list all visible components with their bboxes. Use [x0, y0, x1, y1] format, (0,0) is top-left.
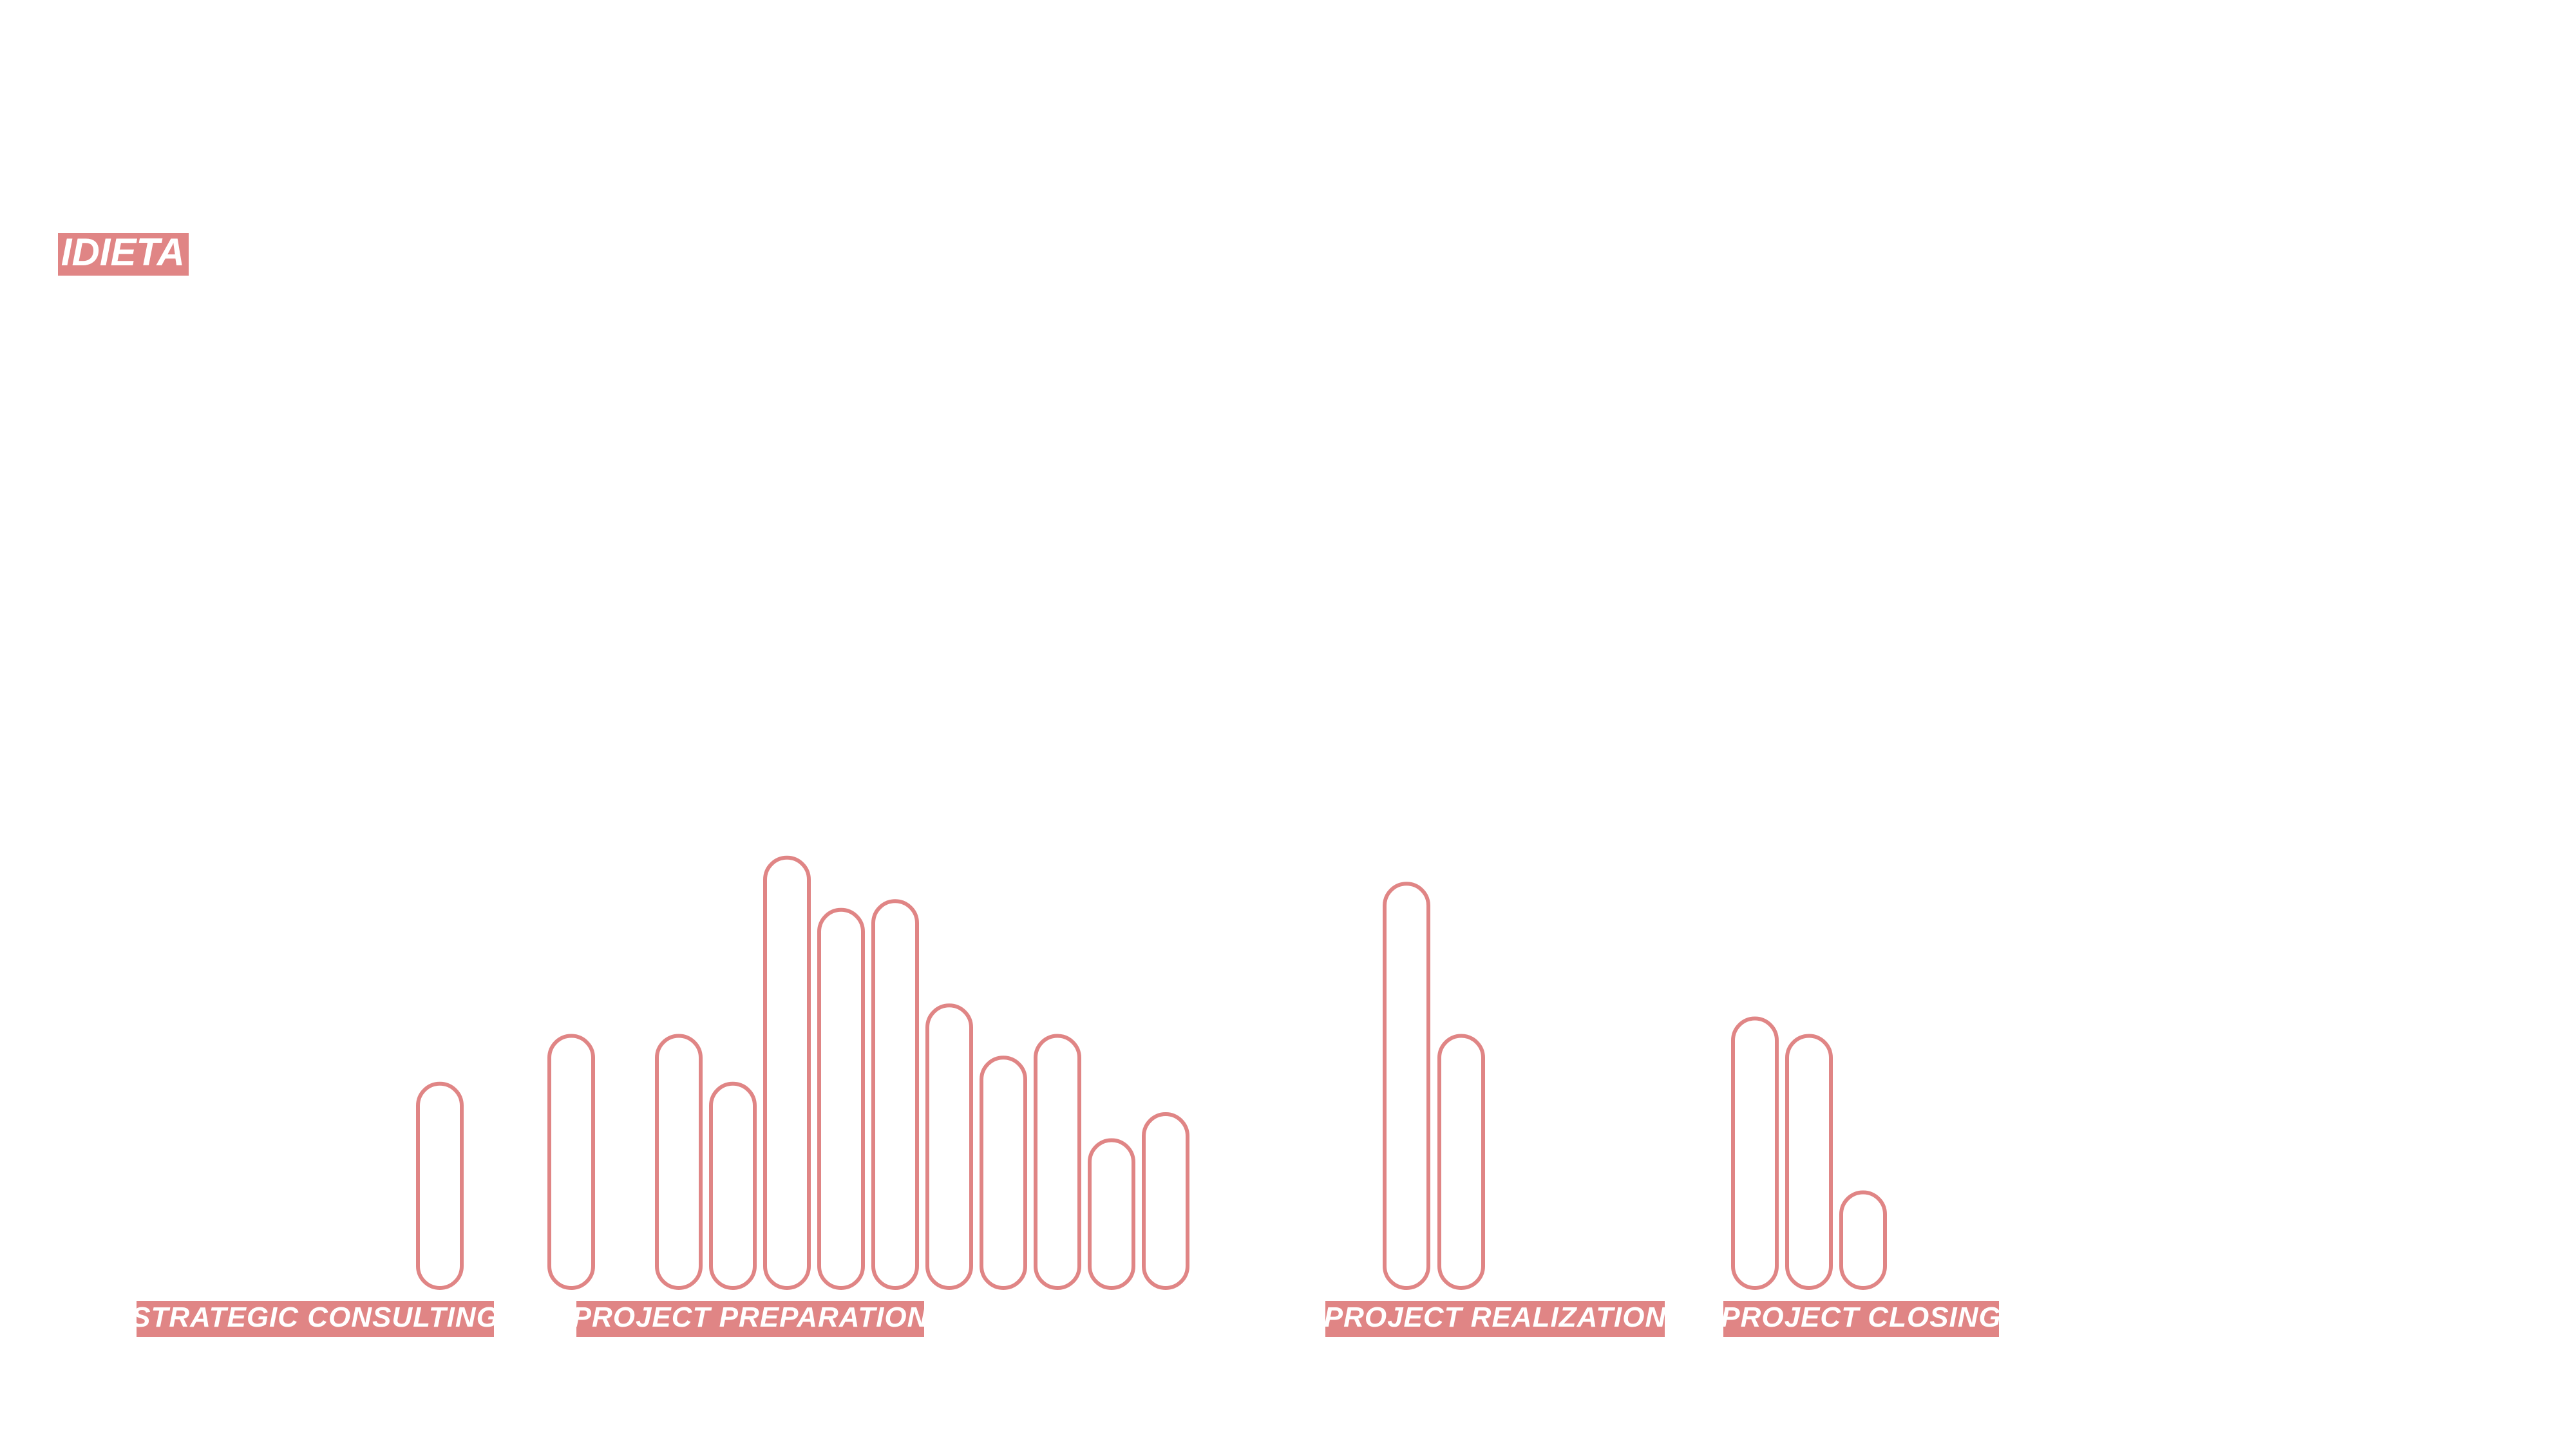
- phase-label-background: [576, 1301, 924, 1337]
- bar-2-3: [709, 1081, 757, 1290]
- phase-label-text: PROJECT PREPARATION: [573, 1302, 929, 1333]
- phase-label-background: [137, 1301, 494, 1337]
- phase-label-2: PROJECT PREPARATION: [573, 1301, 929, 1337]
- bar-2-2: [655, 1034, 703, 1290]
- bar-2-7: [925, 1003, 973, 1290]
- brand-tag-text: IDIETA: [61, 231, 185, 274]
- bar-3-2: [1437, 1034, 1485, 1290]
- bar-3-1: [1383, 882, 1430, 1290]
- bar-2-6: [871, 899, 919, 1290]
- phase-label-text: PROJECT REALIZATION: [1324, 1302, 1667, 1333]
- phase-label-background: [1325, 1301, 1665, 1337]
- bar-2-8: [980, 1056, 1027, 1290]
- phase-label-background: [1723, 1301, 1999, 1337]
- bar-4-3: [1839, 1190, 1887, 1290]
- bar-2-5: [817, 907, 865, 1290]
- bar-2-10: [1088, 1138, 1135, 1290]
- phase-label-3: PROJECT REALIZATION: [1324, 1301, 1667, 1337]
- brand-tag: IDIETA: [58, 231, 189, 276]
- bar-2-1: [547, 1034, 595, 1290]
- bar-2-9: [1034, 1034, 1081, 1290]
- phase-labels-group: STRATEGIC CONSULTING PROJECT PREPARATION P…: [131, 1301, 2002, 1337]
- bar-2-4: [763, 855, 811, 1290]
- bar-1-1: [416, 1081, 464, 1290]
- bar-2-11: [1142, 1112, 1189, 1290]
- phase-label-1: STRATEGIC CONSULTING: [131, 1301, 499, 1337]
- phase-label-text: PROJECT CLOSING: [1721, 1302, 2002, 1333]
- bar-4-1: [1731, 1016, 1779, 1290]
- brand-tag-background: [58, 233, 189, 276]
- phase-label-4: PROJECT CLOSING: [1721, 1301, 2002, 1337]
- bar-4-2: [1785, 1034, 1833, 1290]
- phase-label-text: STRATEGIC CONSULTING: [131, 1302, 499, 1333]
- bars-group: [416, 855, 1887, 1290]
